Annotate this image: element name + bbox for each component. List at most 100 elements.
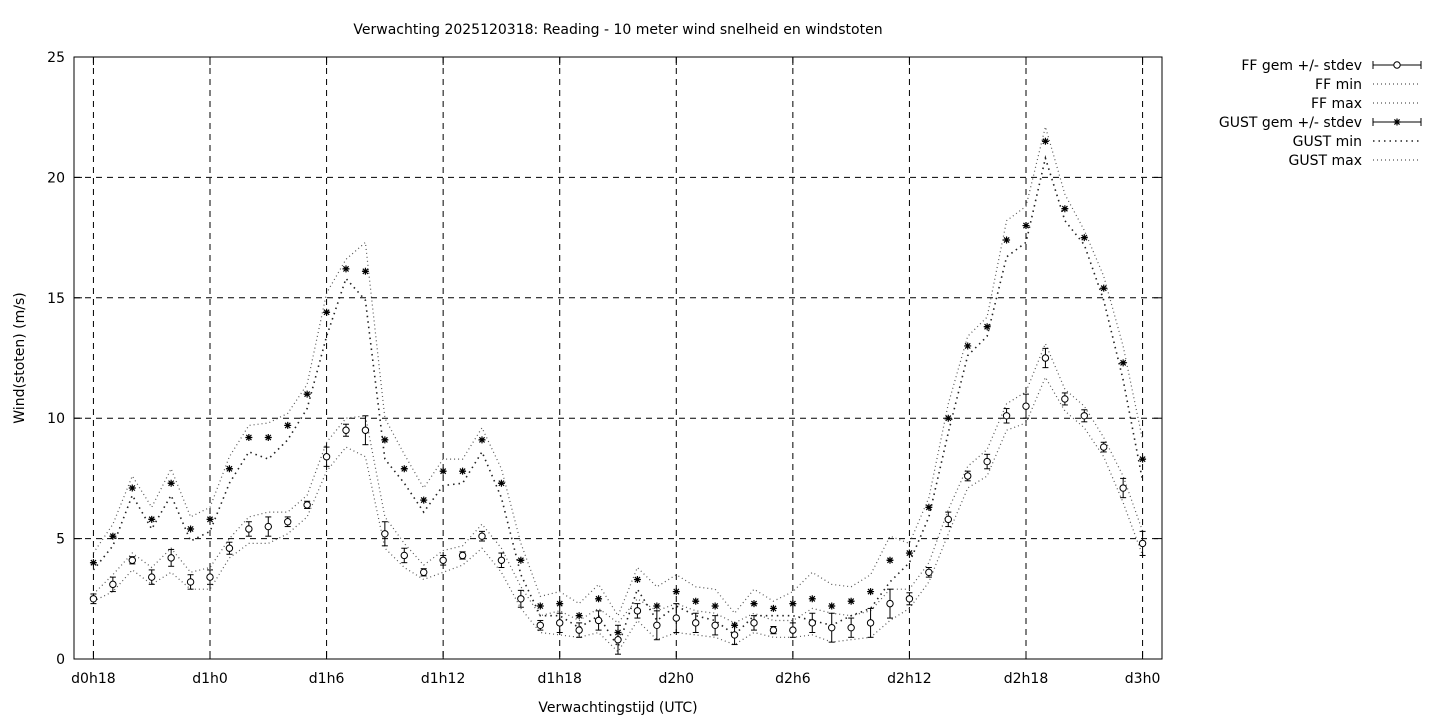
legend-label: GUST max	[1289, 153, 1363, 169]
data-point	[342, 265, 350, 273]
data-point	[886, 556, 894, 564]
data-point	[1138, 539, 1147, 548]
data-point	[478, 436, 486, 444]
data-point	[264, 433, 272, 441]
data-point	[556, 619, 564, 627]
data-point	[867, 588, 875, 596]
data-point	[361, 426, 370, 434]
series-layer	[89, 124, 1147, 655]
legend-label: FF max	[1311, 96, 1362, 112]
data-point	[847, 597, 855, 605]
data-point	[497, 479, 505, 487]
plot-area	[73, 56, 1163, 660]
data-point	[653, 602, 661, 610]
data-point	[672, 614, 680, 622]
data-point	[828, 623, 836, 632]
data-point	[128, 484, 136, 492]
gust-min-line	[92, 155, 1144, 649]
data-point	[206, 515, 214, 523]
data-point	[536, 602, 544, 610]
data-point	[1002, 412, 1011, 420]
data-point	[497, 556, 506, 564]
data-point	[886, 599, 894, 608]
data-point	[556, 600, 564, 608]
gust-max-line	[92, 124, 1144, 618]
y-tick-label: 15	[47, 291, 65, 307]
data-point	[653, 621, 661, 629]
data-point	[750, 619, 758, 627]
data-point	[595, 595, 603, 603]
data-point	[711, 602, 719, 610]
data-point	[225, 465, 233, 473]
y-tick-label: 20	[47, 170, 65, 186]
data-point	[225, 544, 234, 552]
data-point	[1100, 443, 1108, 451]
data-point	[109, 532, 117, 540]
data-point	[964, 472, 972, 480]
data-point	[1100, 284, 1108, 292]
data-point	[1022, 222, 1030, 230]
legend: FF gem +/- stdev FF min FF max GUST gem +/-…	[1219, 58, 1422, 169]
legend-marker	[1393, 61, 1401, 69]
plot-border	[73, 56, 1163, 660]
data-point	[128, 556, 136, 564]
data-point	[148, 515, 156, 523]
x-tick-label: d0h18	[71, 671, 115, 687]
legend-label: GUST min	[1293, 134, 1362, 150]
chart-title: Verwachting 2025120318: Reading - 10 met…	[353, 22, 882, 38]
data-point	[264, 522, 272, 531]
data-point	[284, 518, 292, 526]
axis-ticks: 0 5 10 15 20 25 d0h18 d1h0 d1h6 d1h12 d1h18 d2h0 d2h…	[47, 50, 1162, 687]
data-point	[109, 580, 117, 589]
data-point	[420, 568, 428, 577]
y-tick-label: 5	[56, 532, 65, 548]
data-point	[186, 578, 195, 586]
data-point	[420, 496, 428, 504]
data-point	[575, 612, 583, 620]
data-point	[731, 621, 739, 629]
gust-mean-series	[89, 137, 1147, 637]
data-point	[808, 619, 816, 627]
data-point	[439, 467, 447, 475]
data-point	[575, 626, 583, 634]
data-point	[1119, 359, 1127, 367]
data-point	[284, 421, 292, 429]
data-point	[1119, 484, 1127, 492]
data-point	[983, 457, 991, 466]
data-point	[89, 559, 97, 567]
data-point	[711, 621, 719, 629]
data-point	[594, 616, 603, 625]
data-point	[322, 453, 331, 461]
data-point	[905, 549, 913, 557]
data-point	[1022, 402, 1030, 410]
data-point	[400, 551, 408, 560]
data-point	[1041, 354, 1050, 362]
data-point	[303, 501, 311, 509]
data-point	[517, 556, 525, 564]
data-point	[925, 503, 933, 511]
data-point	[536, 621, 544, 629]
data-point	[167, 554, 175, 562]
data-point	[633, 607, 642, 615]
data-point	[789, 600, 797, 608]
grid-lines	[74, 57, 1162, 659]
x-tick-label: d3h0	[1125, 671, 1161, 687]
legend-label: GUST gem +/- stdev	[1219, 115, 1362, 131]
data-point	[808, 595, 816, 603]
x-tick-label: d1h12	[421, 671, 465, 687]
ff-max-line	[92, 342, 1144, 624]
data-point	[1139, 455, 1147, 463]
data-point	[1080, 412, 1088, 420]
data-point	[245, 525, 253, 533]
data-point	[167, 479, 175, 487]
ff-mean-series	[89, 347, 1147, 655]
data-point	[206, 573, 214, 581]
data-point	[303, 390, 311, 398]
data-point	[983, 323, 991, 331]
data-point	[925, 568, 933, 577]
x-tick-label: d1h18	[537, 671, 581, 687]
data-point	[769, 604, 777, 612]
data-point	[828, 602, 836, 610]
y-tick-label: 10	[47, 411, 65, 427]
data-point	[1061, 395, 1069, 403]
